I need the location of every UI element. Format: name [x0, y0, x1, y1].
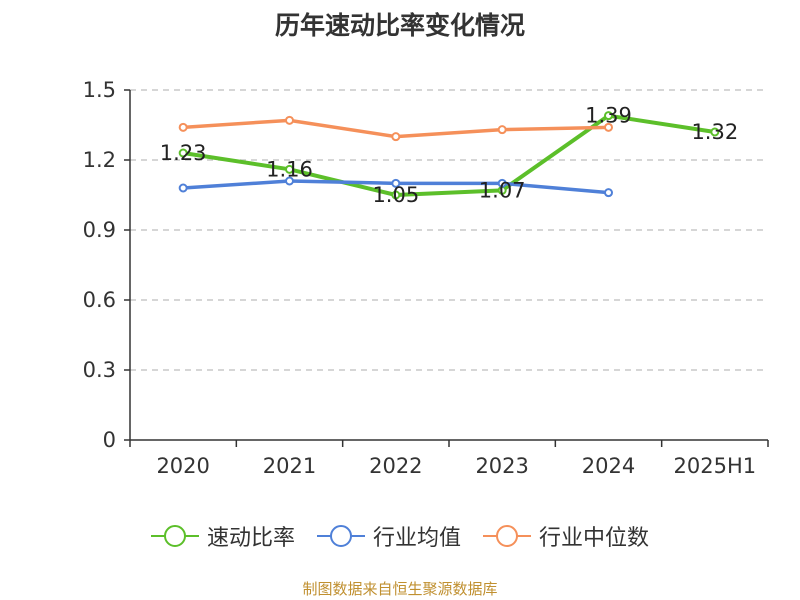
legend-label: 速动比率 [206, 526, 295, 551]
grid-layer [130, 89, 768, 371]
x-tick-label-2024: 2024 [582, 454, 635, 478]
y-tick-label-2: 0.6 [83, 288, 116, 312]
data-label-2023: 1.07 [479, 178, 526, 202]
series-line-0 [182, 113, 716, 197]
data-point-s2-2024 [604, 122, 613, 132]
data-label-2022: 1.05 [372, 183, 419, 207]
data-label-layer: 1.23 1.16 1.05 1.07 1.39 1.32 [160, 104, 738, 207]
legend-item-2[interactable]: 行业中位数 [483, 518, 649, 554]
y-tick-label-5: 1.5 [83, 78, 116, 102]
x-tick-label-2025H1: 2025H1 [674, 454, 757, 478]
data-point-s2-2022 [391, 132, 401, 142]
legend-label: 行业均值 [372, 526, 461, 551]
data-point-s0-2022 [391, 190, 401, 200]
x-tick-label-2020: 2020 [156, 454, 209, 478]
data-point-s2-2021 [285, 115, 294, 125]
data-point-s0-2020 [178, 148, 188, 158]
data-point-s2-2020 [178, 122, 188, 132]
data-point-s0-2021 [285, 164, 294, 174]
legend: 速动比率 行业均值 行业中位数 [0, 518, 800, 554]
axis-layer: 0 0.3 0.6 0.9 1.2 1.5 2020 2021 2022 2023 2024 2025… [83, 78, 769, 478]
legend-item-1[interactable]: 行业均值 [316, 518, 461, 554]
data-label-2025H1: 1.32 [691, 120, 738, 144]
x-tick-label-2021: 2021 [263, 454, 316, 478]
data-point-s0-2024 [604, 111, 613, 121]
data-label-2024: 1.39 [585, 104, 632, 128]
data-point-s1-2020 [178, 183, 188, 193]
data-point-s2-2023 [497, 125, 507, 135]
y-tick-label-1: 0.3 [83, 358, 116, 382]
legend-swatch-icon [150, 524, 199, 548]
data-label-2021: 1.16 [266, 157, 313, 181]
source-note: 制图数据来自恒生聚源数据库 [302, 580, 498, 598]
legend-label: 行业中位数 [539, 526, 650, 551]
x-tick-label-2022: 2022 [369, 454, 422, 478]
series-layer [178, 111, 720, 200]
data-point-s1-2023 [497, 178, 507, 188]
data-point-s1-2022 [391, 178, 401, 188]
chart-title: 历年速动比率变化情况 [274, 11, 525, 40]
data-point-s1-2024 [604, 188, 613, 198]
legend-item-0[interactable]: 速动比率 [150, 518, 295, 554]
data-point-s1-2021 [285, 176, 294, 186]
legend-swatch-icon [483, 524, 531, 548]
y-tick-label-0: 0 [103, 428, 116, 452]
data-label-2020: 1.23 [160, 141, 207, 165]
data-point-s0-2025H1 [710, 127, 720, 137]
y-tick-label-4: 1.2 [83, 148, 116, 172]
x-tick-label-2023: 2023 [475, 454, 528, 478]
y-tick-label-3: 0.9 [83, 218, 116, 242]
legend-swatch-icon [316, 524, 365, 548]
